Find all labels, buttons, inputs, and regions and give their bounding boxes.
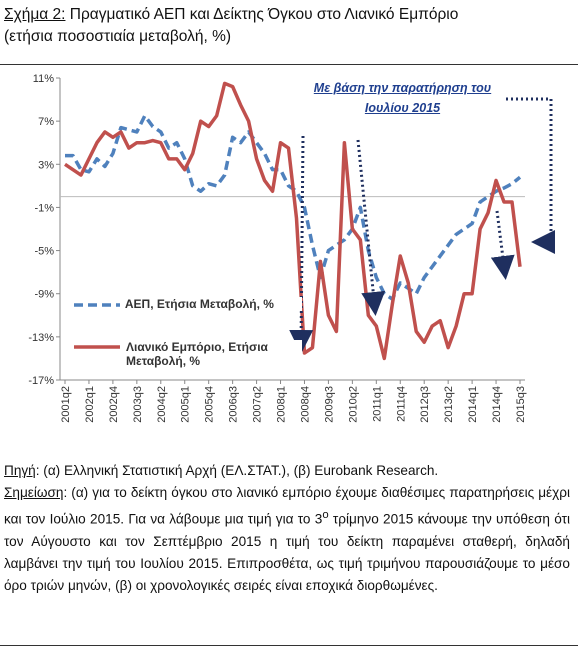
chart-title: Πραγματικό ΑΕΠ και Δείκτης Όγκου στο Λια… — [69, 6, 459, 23]
x-tick-label: 2008q1 — [276, 386, 288, 423]
y-tick-label: 11% — [33, 73, 54, 85]
note: : (α) για το δείκτη όγκου στο λιανικό εμ… — [4, 485, 570, 527]
annotation: Με βάση την παρατήρηση του Ιουλίου 2015 — [300, 78, 505, 118]
note: ο — [322, 509, 329, 521]
y-tick-label: -17% — [28, 375, 54, 387]
x-tick-label: 2008q4 — [299, 386, 311, 423]
arrows — [289, 97, 555, 354]
series-line — [64, 81, 522, 361]
legend-label: ΑΕΠ, Ετήσια Μεταβολή, % — [124, 297, 274, 311]
arrow — [506, 97, 555, 254]
x-tick-label: 2009q3 — [323, 386, 335, 423]
x-tick-label: 2010q2 — [347, 386, 359, 423]
x-tick-label: 2015q3 — [515, 386, 527, 423]
y-tick-label: -9% — [34, 289, 54, 301]
x-tick-label: 2007q2 — [252, 386, 264, 423]
x-tick-label: 2014q4 — [491, 386, 503, 423]
top-rule — [0, 64, 578, 65]
legend-label: Λιανικό Εμπόριο, Ετήσια Μεταβολή, % — [126, 340, 268, 368]
chart-subtitle: (ετήσια ποσοστιαία μεταβολή, %) — [4, 28, 232, 45]
arrow — [289, 135, 314, 354]
chart: -17% -13% -9% -5% -1% 3% 7% 11% 2001q2 2002q1 2002… — [28, 73, 555, 423]
x-tick-label: 2012q3 — [419, 386, 431, 423]
bottom-rule — [0, 645, 578, 646]
note: τρίμηνο 2015 κάνουμε την υπόθεση ότι τον… — [4, 511, 570, 593]
x-tick-label: 2014q1 — [467, 386, 479, 423]
header: Σχήμα 2: Πραγματικό ΑΕΠ και Δείκτης Όγκο… — [4, 4, 574, 48]
x-tick-label: 2003q3 — [132, 386, 144, 423]
x-tick-label: 2005q4 — [204, 386, 216, 423]
y-tick-label: -1% — [34, 202, 54, 214]
x-tick-label: 2005q1 — [180, 386, 192, 423]
y-tick-label: -13% — [28, 332, 54, 344]
legend-item: Λιανικό Εμπόριο, Ετήσια Μεταβολή, % — [72, 340, 302, 368]
arrow — [490, 210, 515, 280]
figure-label: Σχήμα 2: — [4, 6, 66, 23]
legend-item: ΑΕΠ, Ετήσια Μεταβολή, % — [72, 297, 302, 311]
y-tick-label: -5% — [34, 246, 54, 258]
x-tick-label: 2011q4 — [395, 386, 407, 422]
notes: Πηγή: (α) Ελληνική Στατιστική Αρχή (ΕΛ.Σ… — [4, 460, 570, 597]
y-tick-label: 3% — [38, 159, 54, 171]
arrow — [356, 139, 386, 316]
x-tick-label: 2004q2 — [156, 386, 168, 423]
x-tick-label: 2002q4 — [108, 386, 120, 423]
x-tick-label: 2006q3 — [228, 386, 240, 423]
x-tick-label: 2001q2 — [60, 386, 72, 423]
x-tick-label: 2013q2 — [443, 386, 455, 423]
y-tick-label: 7% — [38, 116, 54, 128]
source: : (α) Ελληνική Στατιστική Αρχή (ΕΛ.ΣΤΑΤ.… — [35, 463, 439, 478]
source-label: Πηγή — [4, 463, 36, 478]
x-tick-label: 2011q1 — [371, 386, 383, 422]
x-tick-label: 2002q1 — [84, 386, 96, 423]
note-label: Σημείωση — [4, 485, 64, 500]
